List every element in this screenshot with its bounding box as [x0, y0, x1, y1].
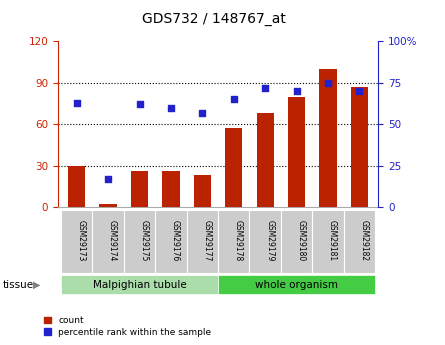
Legend: count, percentile rank within the sample: count, percentile rank within the sample [40, 313, 215, 341]
Point [293, 88, 300, 94]
Bar [320, 69, 336, 207]
FancyBboxPatch shape [250, 210, 281, 273]
Point [356, 88, 363, 94]
Point [73, 100, 80, 106]
Text: Malpighian tubule: Malpighian tubule [93, 280, 186, 289]
Point [324, 80, 332, 86]
Point [262, 85, 269, 90]
FancyBboxPatch shape [61, 210, 93, 273]
Text: GSM29175: GSM29175 [140, 220, 149, 261]
Text: GSM29176: GSM29176 [171, 220, 180, 261]
Point [230, 97, 237, 102]
Text: GSM29180: GSM29180 [296, 220, 306, 261]
Point [167, 105, 174, 110]
Text: GSM29179: GSM29179 [265, 220, 274, 261]
Text: GSM29178: GSM29178 [234, 220, 243, 261]
Bar [162, 171, 180, 207]
Text: ▶: ▶ [32, 280, 40, 289]
FancyBboxPatch shape [124, 210, 155, 273]
FancyBboxPatch shape [155, 210, 186, 273]
FancyBboxPatch shape [281, 210, 312, 273]
Bar [256, 113, 274, 207]
FancyBboxPatch shape [186, 210, 218, 273]
Bar [194, 175, 211, 207]
Text: GSM29182: GSM29182 [360, 220, 368, 261]
FancyBboxPatch shape [344, 210, 375, 273]
Point [199, 110, 206, 115]
Point [136, 101, 143, 107]
Text: GSM29181: GSM29181 [328, 220, 337, 261]
FancyBboxPatch shape [93, 210, 124, 273]
Bar [351, 87, 368, 207]
Text: GSM29177: GSM29177 [202, 220, 211, 261]
Bar [68, 166, 85, 207]
Bar [100, 204, 117, 207]
Text: GDS732 / 148767_at: GDS732 / 148767_at [142, 12, 286, 26]
Bar [288, 97, 305, 207]
FancyBboxPatch shape [312, 210, 344, 273]
Text: whole organism: whole organism [255, 280, 338, 289]
FancyBboxPatch shape [61, 275, 218, 294]
Text: GSM29173: GSM29173 [77, 220, 86, 261]
Text: GSM29174: GSM29174 [108, 220, 117, 261]
FancyBboxPatch shape [218, 210, 250, 273]
Bar [225, 128, 243, 207]
FancyBboxPatch shape [218, 275, 375, 294]
Text: tissue: tissue [2, 280, 33, 289]
Point [105, 176, 112, 181]
Bar [131, 171, 148, 207]
